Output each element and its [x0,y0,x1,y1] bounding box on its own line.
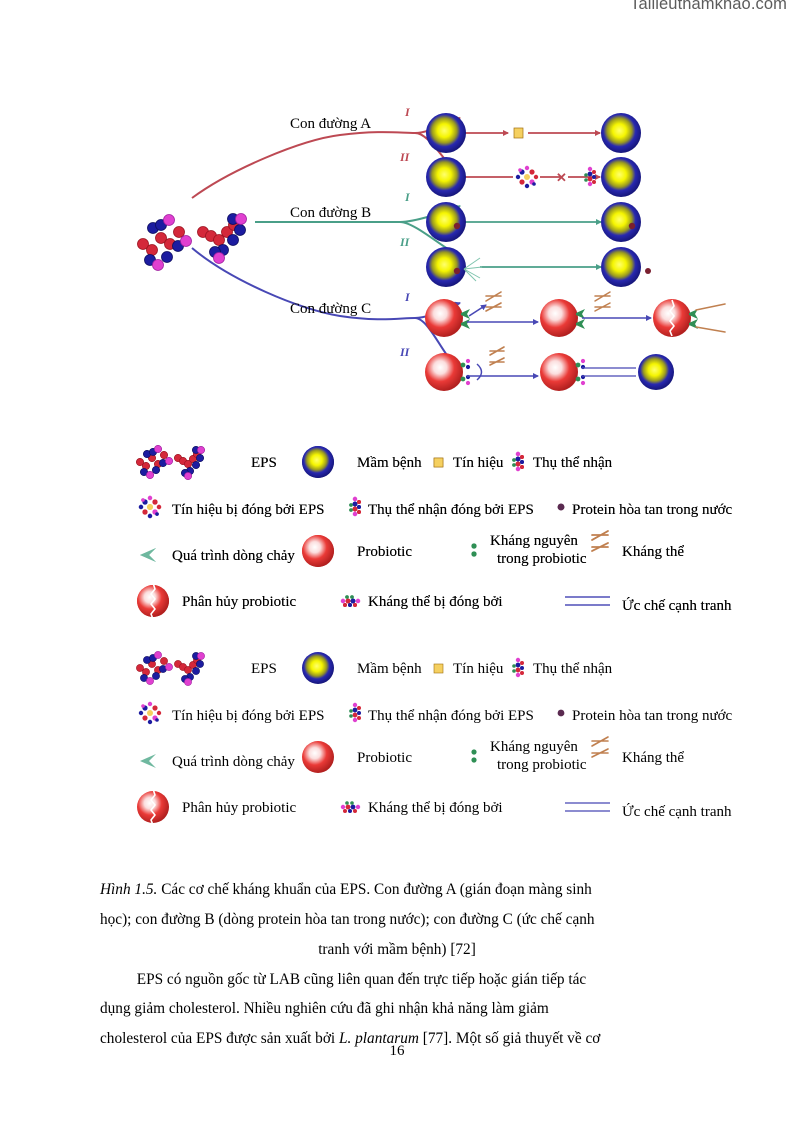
svg-text:Con đường A: Con đường A [290,116,371,132]
svg-text:I: I [404,290,411,304]
svg-text:I: I [404,105,411,119]
svg-text:Con đường B: Con đường B [290,205,371,221]
svg-text:✕: ✕ [556,170,567,185]
svg-text:Con đường C: Con đường C [290,301,371,317]
svg-text:II: II [399,235,411,249]
svg-text:II: II [399,345,411,359]
svg-text:II: II [399,150,411,164]
svg-text:I: I [404,190,411,204]
